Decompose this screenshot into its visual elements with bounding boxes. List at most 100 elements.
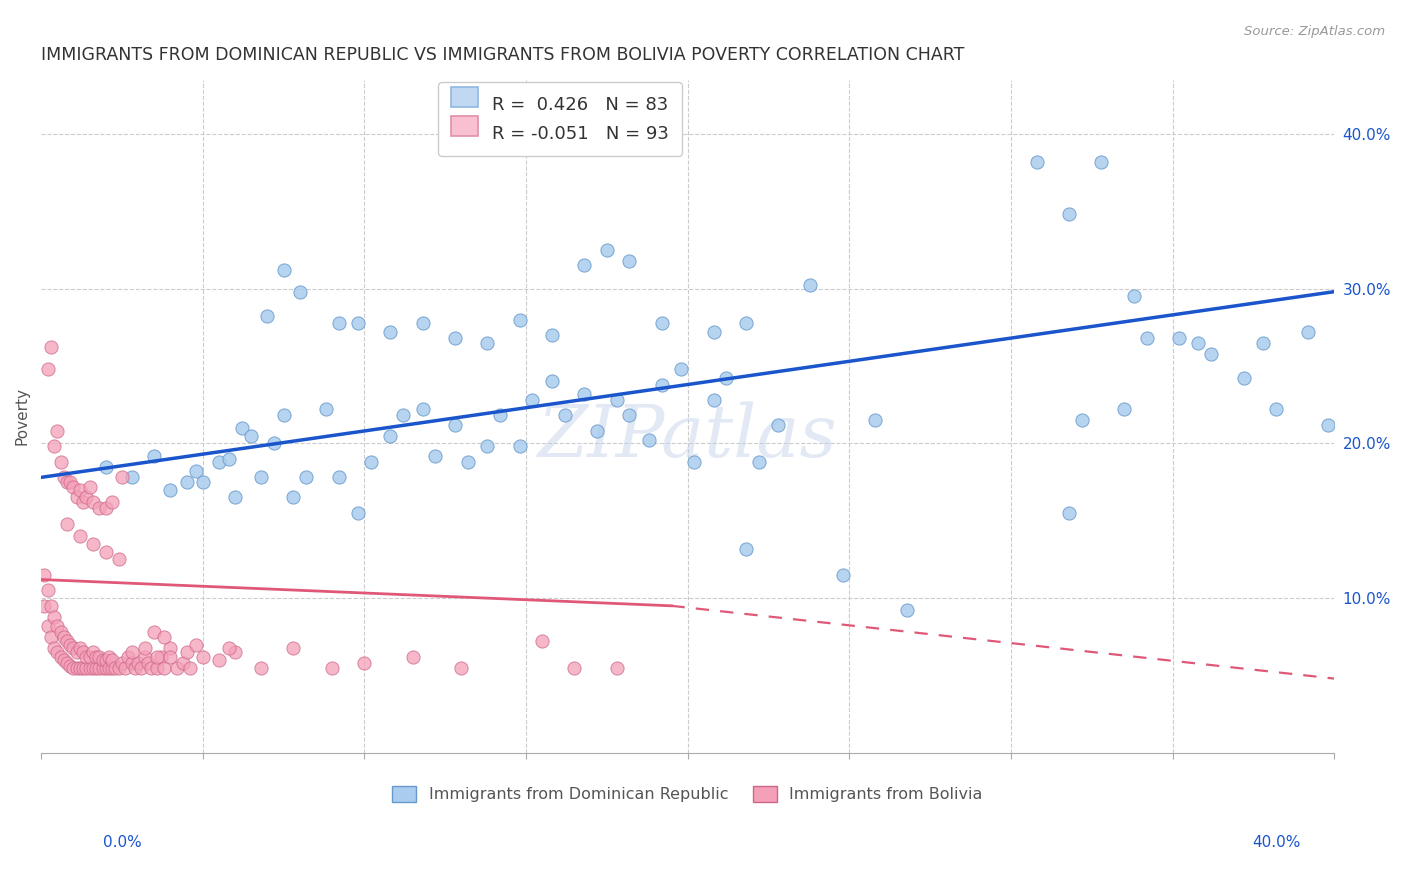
Point (153, 630, 176, 644)
Point (683, 455, 706, 469)
Point (224, 491, 246, 505)
Point (79, 649, 101, 664)
Point (107, 661, 129, 675)
Point (101, 653, 124, 667)
Point (82, 495, 104, 509)
Point (702, 392, 724, 407)
Point (34, 567, 56, 582)
Point (531, 634, 554, 648)
Point (89, 501, 111, 516)
Point (716, 371, 738, 385)
Point (596, 243, 619, 257)
Point (75, 649, 97, 664)
Point (477, 439, 499, 453)
Point (831, 567, 853, 582)
Point (94, 544, 117, 558)
Point (91, 661, 114, 675)
Point (56, 634, 79, 648)
Point (149, 649, 172, 664)
Point (82, 661, 104, 675)
Point (1122, 289, 1144, 303)
Point (263, 436, 285, 450)
Point (72, 645, 94, 659)
Point (49, 649, 72, 664)
Point (799, 278, 821, 293)
Point (121, 470, 143, 484)
Point (766, 417, 789, 432)
Point (353, 656, 375, 670)
Point (72, 661, 94, 675)
Point (66, 661, 89, 675)
Point (153, 661, 176, 675)
Point (84, 661, 107, 675)
Point (457, 455, 479, 469)
Point (392, 409, 415, 423)
Point (1298, 325, 1320, 339)
Point (208, 455, 231, 469)
Point (127, 656, 149, 670)
Point (896, 603, 918, 617)
Point (139, 661, 162, 675)
Point (49, 455, 72, 469)
Point (69, 661, 91, 675)
Point (541, 375, 564, 389)
Point (42, 640, 65, 655)
Point (328, 316, 350, 330)
Point (380, 428, 402, 442)
Point (146, 661, 169, 675)
Point (66, 491, 89, 505)
Point (62, 480, 84, 494)
Legend: Immigrants from Dominican Republic, Immigrants from Bolivia: Immigrants from Dominican Republic, Immi… (387, 780, 990, 809)
Point (107, 552, 129, 566)
Point (186, 464, 208, 478)
Point (37, 583, 59, 598)
Point (191, 475, 214, 489)
Text: Source: ZipAtlas.com: Source: ZipAtlas.com (1244, 25, 1385, 38)
Point (111, 470, 134, 484)
Text: 0.0%: 0.0% (103, 835, 142, 849)
Point (321, 661, 343, 675)
Point (39, 340, 62, 354)
Point (574, 258, 596, 272)
Point (1201, 346, 1223, 360)
Point (136, 656, 159, 670)
Point (91, 653, 114, 667)
Point (651, 377, 673, 392)
Point (69, 483, 91, 497)
Point (1251, 335, 1274, 350)
Point (619, 253, 641, 268)
Point (98, 661, 121, 675)
Point (863, 413, 886, 427)
Point (208, 653, 231, 667)
Point (56, 516, 79, 531)
Point (101, 661, 124, 675)
Point (283, 491, 305, 505)
Point (59, 475, 82, 489)
Point (734, 541, 756, 556)
Point (75, 491, 97, 505)
Point (250, 470, 273, 484)
Point (554, 409, 576, 423)
Point (1112, 402, 1135, 417)
Point (444, 331, 467, 345)
Point (89, 649, 111, 664)
Point (605, 661, 627, 675)
Point (94, 501, 117, 516)
Point (56, 656, 79, 670)
Point (134, 649, 156, 664)
Point (347, 506, 370, 520)
Point (89, 661, 111, 675)
Point (46, 645, 69, 659)
Point (117, 649, 139, 664)
Point (52, 653, 75, 667)
Point (231, 421, 253, 435)
Point (605, 392, 627, 407)
Point (564, 661, 586, 675)
Point (412, 402, 434, 417)
Point (49, 625, 72, 640)
Point (522, 392, 544, 407)
Point (79, 480, 101, 494)
Point (143, 625, 166, 640)
Point (79, 661, 101, 675)
Text: ZIPatlas: ZIPatlas (538, 401, 838, 472)
